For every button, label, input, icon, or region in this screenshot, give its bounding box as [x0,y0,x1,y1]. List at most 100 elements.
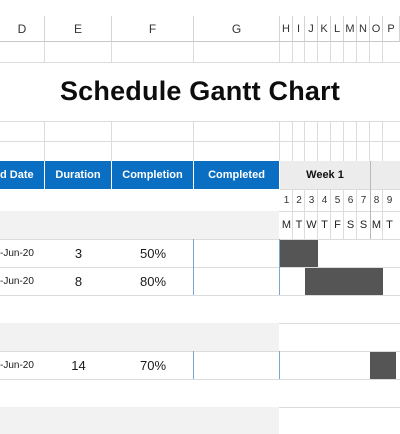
gantt-col-line [382,121,383,161]
gantt-day-line [356,189,357,239]
column-header-l[interactable]: L [331,16,344,42]
task-duration[interactable]: 8 [74,273,83,289]
gantt-col-line [292,42,293,62]
gantt-col-line [343,42,344,62]
grid-col-line [111,42,112,62]
column-header-h[interactable]: H [280,16,293,42]
grid-row-line [0,351,400,352]
day-letter: M [281,219,292,231]
gantt-col-line [330,121,331,161]
day-letter: T [295,219,303,231]
gantt-col-line [304,42,305,62]
day-letter: S [359,219,368,231]
gantt-bar[interactable] [305,268,383,295]
day-number: 9 [386,194,393,206]
day-number: 3 [308,194,315,206]
day-letter: T [321,219,328,231]
grid-col-line [111,121,112,161]
gantt-col-line [382,42,383,62]
grid-row-line [280,189,400,190]
task-completed[interactable] [194,239,280,267]
header-completed: Completed [194,161,280,189]
grid-col-line [44,121,45,161]
gantt-col-line [343,121,344,161]
day-letter: F [334,219,341,231]
task-cell-border [279,351,280,379]
grid-row-line [0,62,400,63]
section-row-shaded [0,211,279,239]
task-end-date[interactable]: -Jun-20 [0,359,34,371]
grid-row-line [0,239,400,240]
day-number: 5 [334,194,341,206]
grid-row-line [0,141,400,142]
day-letter: S [346,219,355,231]
task-end-date[interactable]: -Jun-20 [0,275,34,287]
grid-col-line [44,42,45,62]
task-end-date[interactable]: -Jun-20 [0,247,34,259]
week-divider [370,161,371,239]
task-cell-border [279,239,280,295]
column-header-g[interactable]: G [194,16,280,42]
column-header-p[interactable]: P [383,16,400,42]
task-cell-border [193,351,194,379]
header-completion: Completion [112,161,194,189]
column-header-k[interactable]: K [318,16,331,42]
section-row-shaded [0,323,279,351]
column-header-n[interactable]: N [357,16,370,42]
gantt-col-line [304,121,305,161]
column-header-f[interactable]: F [112,16,194,42]
grid-row-line [0,121,400,122]
gantt-col-line [317,42,318,62]
day-number: 7 [360,194,367,206]
page-title: Schedule Gantt Chart [59,75,341,106]
gantt-bar[interactable] [280,240,318,267]
day-letter: M [371,219,382,231]
day-number: 1 [283,194,290,206]
gantt-day-line [292,189,293,239]
gantt-col-line [317,121,318,161]
week-header: Week 1 [280,161,370,189]
column-header-e[interactable]: E [45,16,112,42]
gantt-day-line [382,189,383,239]
day-number: 6 [347,194,354,206]
week-header-next [370,161,400,189]
column-header-d[interactable]: D [0,16,45,42]
gantt-col-line [292,121,293,161]
gantt-bar[interactable] [370,352,396,379]
gantt-day-line [304,189,305,239]
task-completed[interactable] [194,267,280,295]
task-completion[interactable]: 70% [139,357,167,373]
task-completion[interactable]: 50% [139,245,167,261]
grid-col-line [193,121,194,161]
column-header-j[interactable]: J [305,16,318,42]
grid-col-line [279,42,280,62]
day-letter: T [386,219,393,231]
grid-col-line [279,121,280,161]
day-number: 4 [321,194,328,206]
task-duration[interactable]: 3 [74,245,83,261]
grid-row-line [0,295,400,296]
grid-row-line [0,379,400,380]
column-header-o[interactable]: O [370,16,383,42]
gantt-day-line [343,189,344,239]
header-end-date: d Date [0,161,45,189]
gantt-col-line [369,42,370,62]
task-completion[interactable]: 80% [139,273,167,289]
task-completed[interactable] [194,351,280,379]
column-header-m[interactable]: M [344,16,357,42]
task-duration[interactable]: 14 [71,357,86,373]
gantt-day-line [317,189,318,239]
header-duration: Duration [45,161,112,189]
column-header-i[interactable]: I [293,16,305,42]
section-row-shaded [0,407,279,434]
gantt-col-line [356,42,357,62]
day-number: 2 [296,194,302,206]
task-cell-border [193,239,194,295]
day-number: 8 [373,194,380,206]
gantt-col-line [356,121,357,161]
gantt-col-line [330,42,331,62]
day-letter: W [306,219,317,231]
grid-col-line [193,42,194,62]
gantt-col-line [369,121,370,161]
